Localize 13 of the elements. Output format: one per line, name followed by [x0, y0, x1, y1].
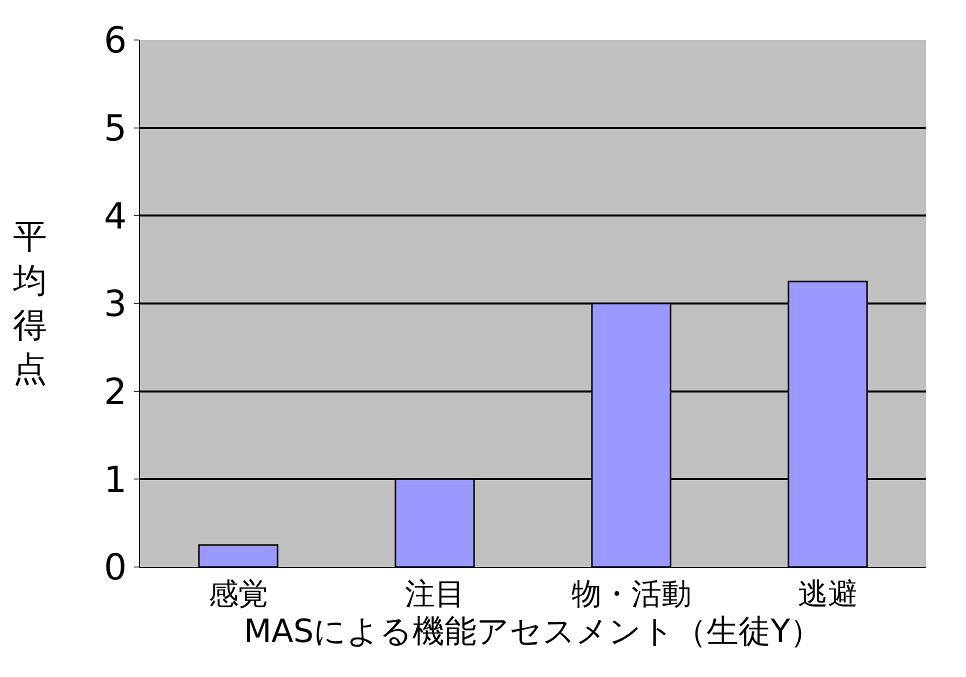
x-axis-title: MASによる機能アセスメント（生徒Y）	[244, 612, 822, 650]
y-tick-label: 3	[104, 284, 127, 326]
y-axis-title: 平均得点	[12, 217, 47, 390]
y-tick-label: 4	[104, 196, 127, 238]
y-tick-label: 5	[104, 108, 127, 150]
y-tick-label: 0	[104, 548, 127, 589]
x-tick-label: 物・活動	[571, 577, 692, 612]
x-tick-label: 注目	[404, 577, 465, 612]
y-tick-label: 1	[104, 460, 127, 501]
x-tick-label: 感覚	[208, 577, 268, 612]
y-tick-label: 6	[104, 20, 127, 62]
y-tick-label: 2	[104, 372, 127, 413]
x-tick-label: 逃避	[798, 577, 858, 612]
